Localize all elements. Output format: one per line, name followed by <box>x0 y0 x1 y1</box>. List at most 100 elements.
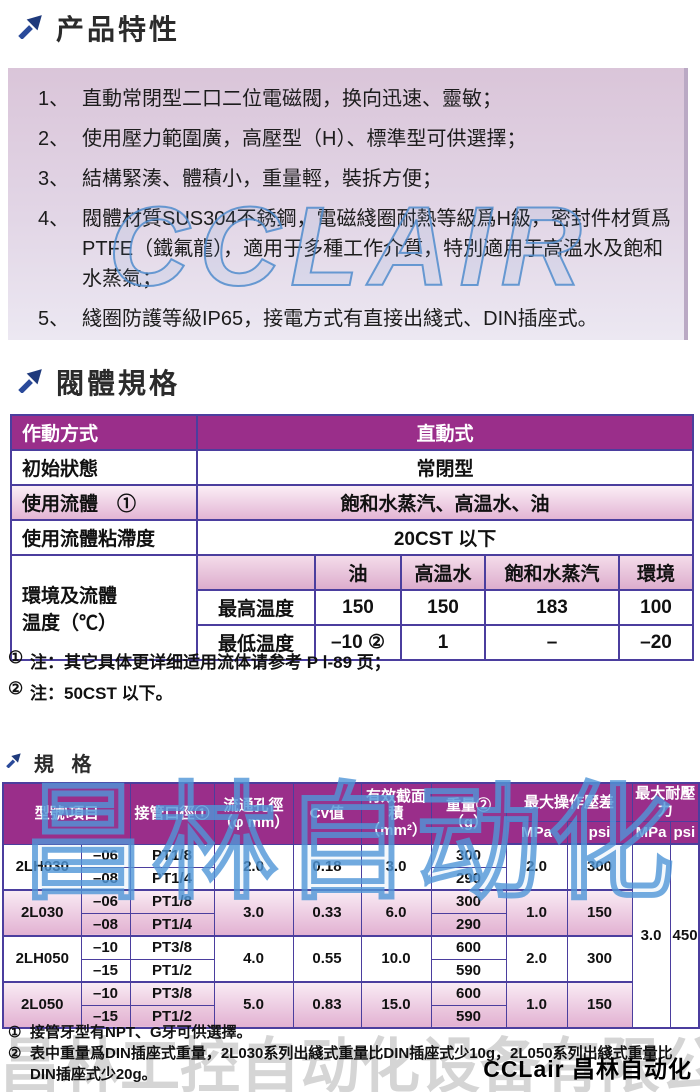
feature-item: 4、 閥體材質SUS304不銹鋼，電磁綫圈耐熱等級爲H級，密封件材質爲PTFE（… <box>8 204 684 294</box>
header-actuation-type: 作動方式 <box>10 414 198 451</box>
orifice-value: 5.0 <box>213 981 294 1029</box>
size-code: –10 <box>80 935 131 960</box>
row-label: 使用流體 ① <box>10 484 198 521</box>
empty-cell <box>196 554 316 591</box>
feature-text: 綫圈防護等級IP65，接電方式有直接出綫式、DIN插座式。 <box>82 308 598 330</box>
weight-value: 590 <box>430 1004 507 1029</box>
maxdiff-mpa: 1.0 <box>505 889 568 937</box>
note-number: ① <box>8 648 24 667</box>
weight-value: 300 <box>430 889 507 914</box>
feature-text: 結構緊湊、體積小，重量輕，裝拆方便； <box>82 168 442 190</box>
port-thread: PT1/2 <box>129 958 215 983</box>
feature-number: 1、 <box>38 88 70 110</box>
maxdiff-psi: 150 <box>566 889 633 937</box>
table-header-row: MPa psi MPa psi <box>3 820 700 845</box>
model-cell: 2LH050 <box>2 935 82 983</box>
header-area-line2: （mm²） <box>365 822 427 840</box>
header-weight: 重量② （g） <box>430 782 507 845</box>
feature-item: 3、 結構緊湊、體積小，重量輕，裝拆方便； <box>8 164 684 194</box>
header-model: 型號\項目 <box>2 782 131 845</box>
size-code: –08 <box>80 866 131 891</box>
area-value: 3.0 <box>360 843 432 891</box>
note-item: ① 注：其它具体更详细适用流体请参考 P Ⅰ-89 页； <box>8 648 692 673</box>
northeast-arrow-icon <box>18 367 44 398</box>
feature-item: 1、 直動常閉型二口二位電磁閥，换向迅速、靈敏； <box>8 84 684 114</box>
medium-col-steam: 飽和水蒸汽 <box>484 554 620 591</box>
model-cell: 2L050 <box>2 981 82 1029</box>
size-code: –06 <box>80 843 131 868</box>
min-temp-hot-water: 1 <box>400 624 486 661</box>
orifice-value: 3.0 <box>213 889 294 937</box>
table-row: 2L030 –06 PT1/8 3.0 0.33 6.0 300 1.0 150 <box>2 889 699 937</box>
valve-table-notes: ① 注：其它具体更详细适用流体请参考 P Ⅰ-89 页； ② 注：50CST 以… <box>8 648 692 710</box>
section-title: 产品特性 <box>56 14 181 45</box>
min-temp-label: 最低温度 <box>196 624 316 661</box>
header-max-operating-diff: 最大操作壓差 <box>505 782 633 822</box>
maxdiff-mpa: 2.0 <box>505 935 568 983</box>
size-code: –15 <box>80 958 131 983</box>
header-orifice-line1: 流通孔徑 <box>223 796 284 814</box>
note-text: 接管牙型有NPT、G牙可供選擇。 <box>30 1024 252 1041</box>
header-effective-area: 有效截面積 （mm²） <box>360 782 432 845</box>
note-text: 表中重量爲DIN插座式重量，2L030系列出綫式重量比DIN插座式少10g，2L… <box>30 1045 673 1083</box>
min-temp-ambient: –20 <box>617 624 695 661</box>
cv-value: 0.33 <box>292 889 362 937</box>
table-row: –15 PT1/2 590 <box>3 1004 699 1029</box>
header-direct-acting: 直動式 <box>195 414 695 451</box>
table-row: 使用流體粘滯度 20CST 以下 <box>10 519 695 556</box>
cv-value: 0.83 <box>292 981 362 1029</box>
maxdiff-psi: 300 <box>566 935 633 983</box>
table-row: –08 PT1/4 290 <box>3 866 699 891</box>
area-value: 15.0 <box>360 981 432 1029</box>
model-cell: 2L030 <box>2 889 82 937</box>
table-row: 2L050 –10 PT3/8 5.0 0.83 15.0 600 1.0 15… <box>2 981 699 1029</box>
feature-number: 5、 <box>38 308 70 330</box>
temp-label-line1: 環境及流體 <box>22 585 118 607</box>
note-number: ② <box>8 679 24 698</box>
maxdiff-psi: 300 <box>566 843 633 891</box>
header-max-withstand: 最大耐壓力 <box>631 782 700 822</box>
product-features-box: 1、 直動常閉型二口二位電磁閥，换向迅速、靈敏； 2、 使用壓力範圍廣，高壓型（… <box>8 68 688 340</box>
model-cell: 2LH030 <box>2 843 82 891</box>
table-row: 最高温度 150 150 183 100 <box>11 589 695 626</box>
row-value: 常閉型 <box>195 449 695 486</box>
max-temp-label: 最高温度 <box>196 589 316 626</box>
feature-number: 4、 <box>38 208 70 230</box>
note-item: ② 注：50CST 以下。 <box>8 679 692 704</box>
header-mpa: MPa <box>505 820 568 845</box>
area-value: 10.0 <box>360 935 432 983</box>
section-header-valve-body-spec: 閥體規格 <box>18 362 180 402</box>
brand-logo-text: CCLair 昌林自动化 <box>483 1056 692 1082</box>
feature-item: 2、 使用壓力範圍廣，高壓型（H）、標準型可供選擇； <box>8 124 684 154</box>
port-thread: PT3/8 <box>129 981 215 1006</box>
row-value: 20CST 以下 <box>195 519 695 556</box>
min-temp-oil: –10 ② <box>314 624 402 661</box>
max-temp-oil: 150 <box>314 589 402 626</box>
feature-item: 5、 綫圈防護等級IP65，接電方式有直接出綫式、DIN插座式。 <box>8 304 684 334</box>
feature-text: 閥體材質SUS304不銹鋼，電磁綫圈耐熱等級爲H級，密封件材質爲PTFE（鐵氟龍… <box>82 208 671 290</box>
temp-label-line2: 温度（℃） <box>22 612 118 634</box>
maxdiff-mpa: 2.0 <box>505 843 568 891</box>
header-weight-line2: （g） <box>448 813 489 831</box>
temp-block-label: 環境及流體 温度（℃） <box>10 554 198 661</box>
table-row: 初始狀態 常閉型 <box>10 449 695 486</box>
port-thread: PT1/8 <box>129 843 215 868</box>
section-title: 閥體規格 <box>56 368 181 399</box>
row-value: 飽和水蒸汽、高温水、油 <box>195 484 695 521</box>
feature-text: 直動常閉型二口二位電磁閥，换向迅速、靈敏； <box>82 88 502 110</box>
section-header-specifications: 規 格 <box>6 748 98 777</box>
weight-value: 590 <box>430 958 507 983</box>
weight-value: 600 <box>430 935 507 960</box>
specifications-table: 型號\項目 接管口徑① 流通孔徑 （φ mm） Cv值 有效截面積 （mm²） … <box>2 782 700 1029</box>
port-thread: PT1/4 <box>129 912 215 937</box>
header-weight-line1: 重量② <box>446 796 492 814</box>
size-code: –15 <box>80 1004 131 1029</box>
orifice-value: 2.0 <box>213 843 294 891</box>
port-thread: PT3/8 <box>129 935 215 960</box>
port-thread: PT1/4 <box>129 866 215 891</box>
header-psi: psi <box>566 820 633 845</box>
header-cv: Cv值 <box>292 782 362 845</box>
header-orifice-line2: （φ mm） <box>217 813 290 831</box>
note-number: ② <box>8 1045 22 1062</box>
